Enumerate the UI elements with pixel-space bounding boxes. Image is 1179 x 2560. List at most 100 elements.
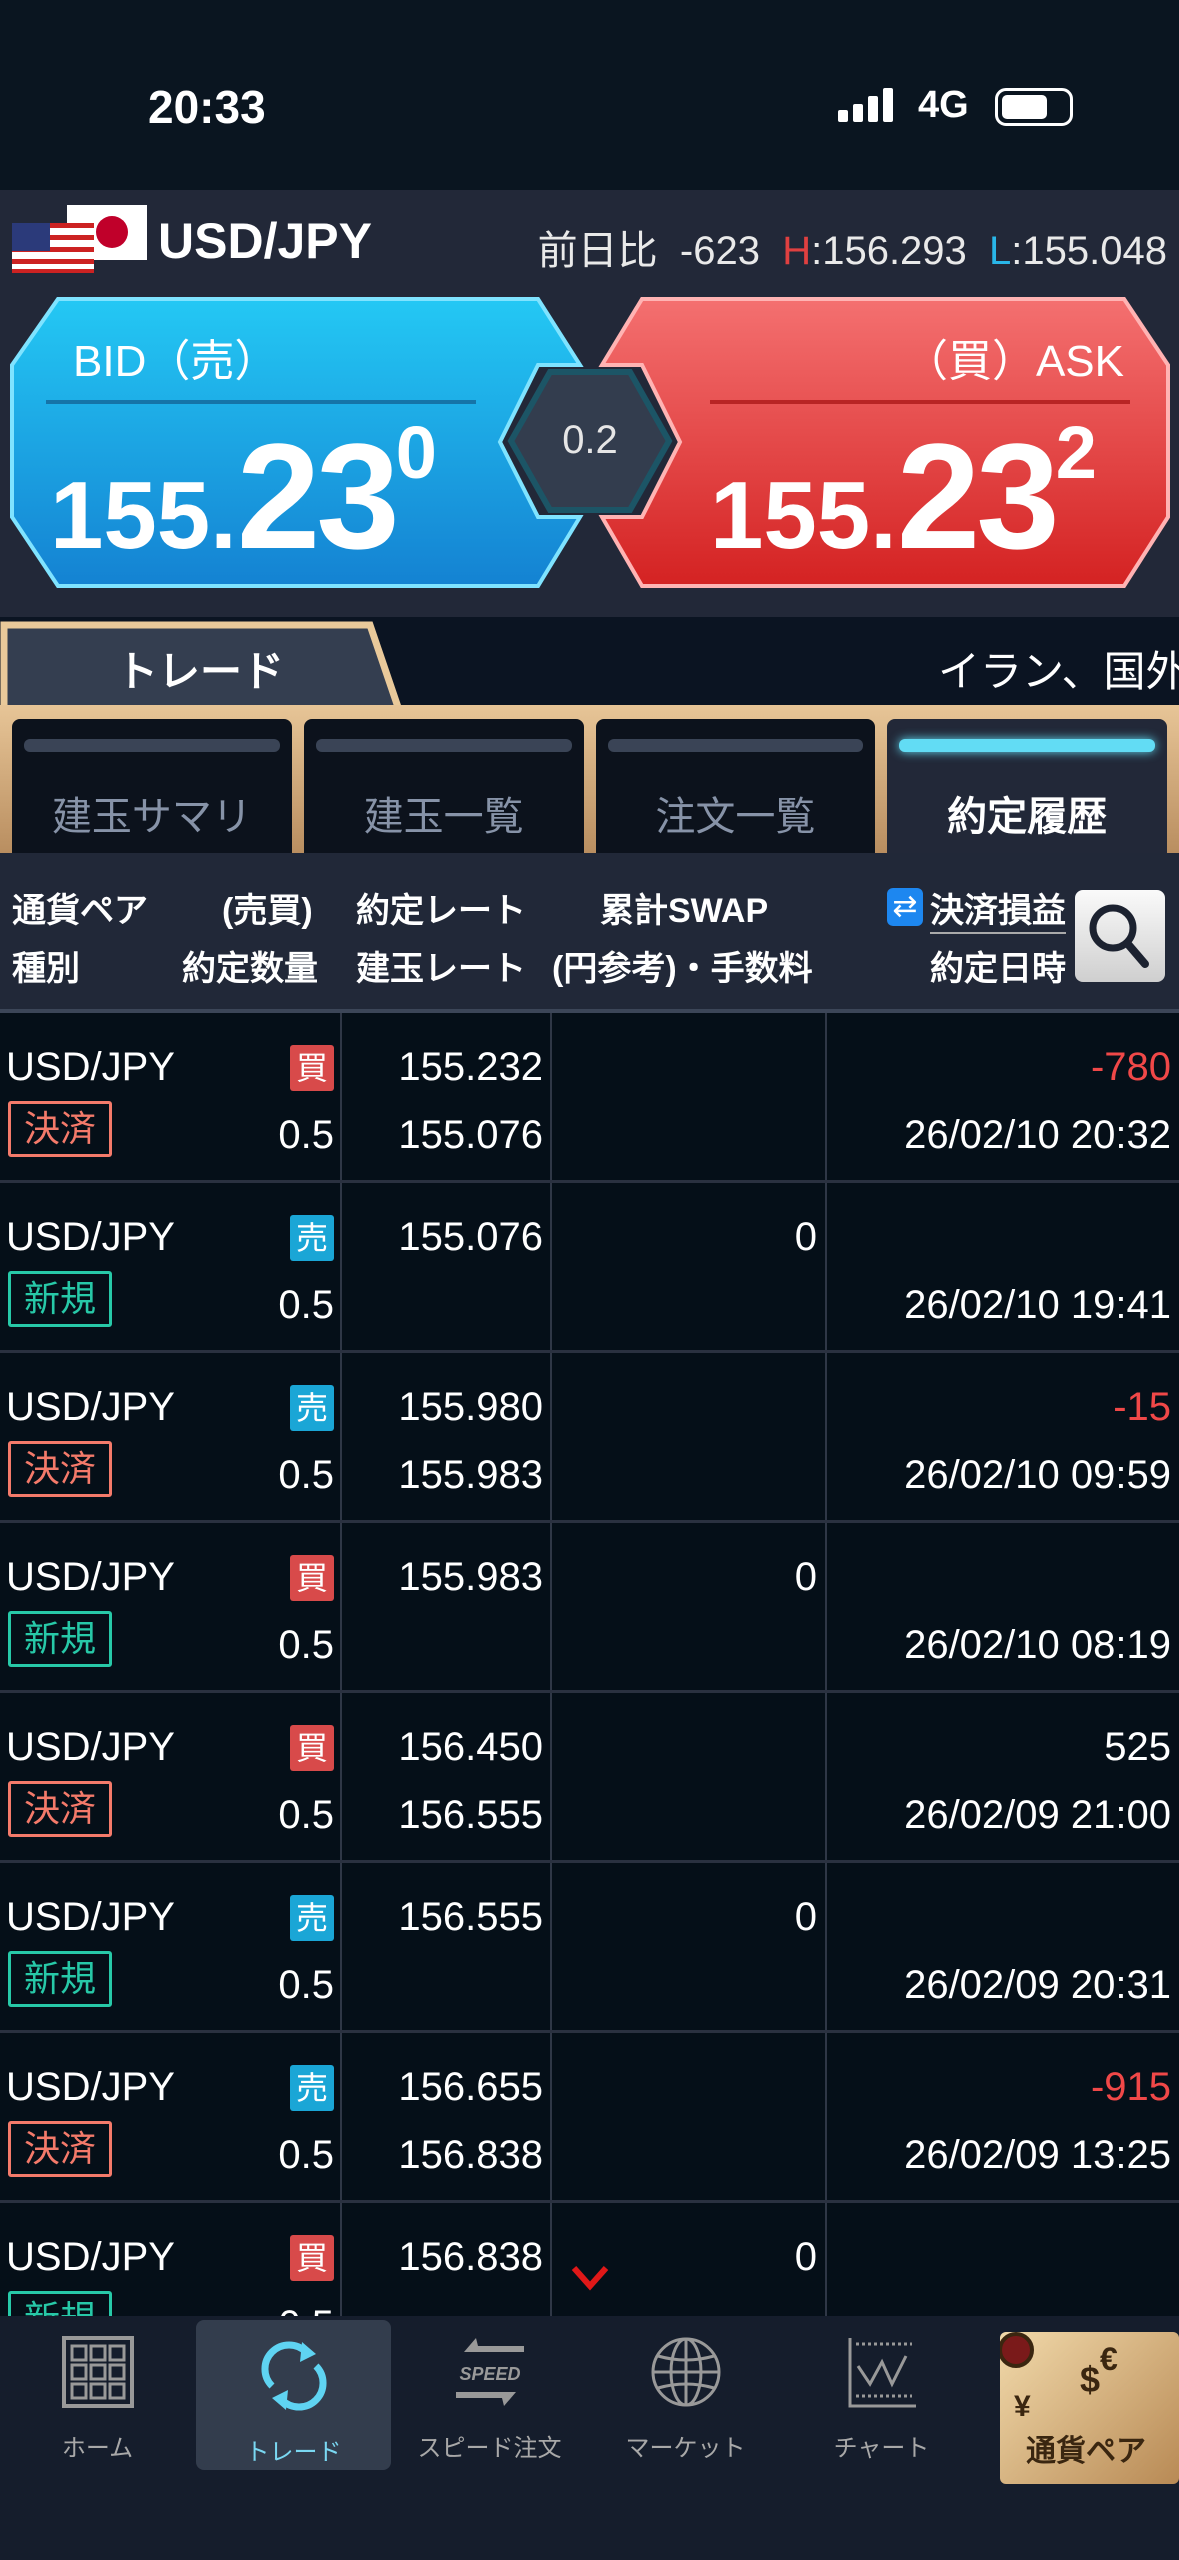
table-row[interactable]: USD/JPY 買決済 0.5 156.450 156.555 525 26/02/09 2…	[0, 1693, 1179, 1863]
pl-cell: -915	[1090, 2065, 1171, 2109]
subtab-label: 建玉一覧	[363, 795, 524, 839]
col-exec-rate: 約定レート	[356, 892, 526, 930]
date-cell: 26/02/10 08:19	[904, 1623, 1171, 1667]
speed-icon: SPEED	[456, 2338, 524, 2406]
currency-pair-button[interactable]: $ € ¥ 通貨ペア	[1000, 2332, 1179, 2484]
nav-home[interactable]: ホーム	[0, 2316, 195, 2466]
nav-chart[interactable]: チャート	[784, 2316, 979, 2466]
search-icon	[1089, 904, 1149, 968]
subtab-position-summary[interactable]: 建玉サマリ	[12, 719, 292, 853]
table-row[interactable]: USD/JPY 売決済 0.5 155.980 155.983 -15 26/02/10 0…	[0, 1353, 1179, 1523]
qty-cell: 0.5	[278, 1113, 334, 1157]
col-pair: 通貨ペア	[12, 892, 148, 930]
qty-cell: 0.5	[278, 1623, 334, 1667]
qty-cell: 0.5	[278, 1963, 334, 2007]
position-rate-cell: 156.838	[398, 2133, 543, 2177]
position-rate-cell: 155.983	[398, 1453, 543, 1497]
exec-rate-cell: 155.076	[398, 1215, 543, 1259]
qty-cell: 0.5	[278, 1453, 334, 1497]
swap-cell: 0	[794, 1555, 817, 1599]
date-cell: 26/02/10 09:59	[904, 1453, 1171, 1497]
position-rate-cell: 156.555	[398, 1793, 543, 1837]
subtab-position-list[interactable]: 建玉一覧	[303, 719, 584, 853]
qty-cell: 0.5	[278, 1283, 334, 1327]
divider	[46, 400, 476, 404]
bid-price-main: 155.	[50, 462, 237, 569]
signal-icon	[838, 88, 893, 122]
col-pl-toggle[interactable]: 決済損益	[930, 883, 1066, 934]
swap-cell: 0	[794, 2235, 817, 2279]
chart-icon	[848, 2338, 916, 2408]
table-row[interactable]: USD/JPY 売決済 0.5 156.655 156.838 -915 26/02/09 …	[0, 2033, 1179, 2203]
side-badge: 買	[290, 2235, 334, 2281]
bid-button[interactable]: BID（売） 155.23 0	[8, 295, 588, 590]
pair-cell: USD/JPY	[6, 2235, 175, 2279]
ask-label: （買）ASK	[903, 337, 1124, 386]
nav-speed-order[interactable]: SPEED スピード注文	[392, 2316, 587, 2466]
execution-list[interactable]: USD/JPY 買決済 0.5 155.232 155.076 -780 26/02/10 …	[0, 1013, 1179, 2373]
swap-cell: 0	[794, 1215, 817, 1259]
pair-cell: USD/JPY	[6, 1555, 175, 1599]
kind-badge: 決済	[8, 1101, 112, 1157]
swap-toggle-icon[interactable]: ⇄	[887, 888, 923, 926]
tab-trade[interactable]: トレード	[115, 648, 284, 695]
bid-price-big: 23	[236, 412, 400, 580]
news-ticker[interactable]: イラン、国外	[938, 648, 1179, 695]
svg-text:$: $	[1080, 2359, 1100, 2400]
subtab-execution-history[interactable]: 約定履歴	[887, 719, 1167, 853]
pair-cell: USD/JPY	[6, 1385, 175, 1429]
svg-text:€: €	[1100, 2341, 1118, 2377]
pl-cell: 525	[1104, 1725, 1171, 1769]
date-cell: 26/02/09 20:31	[904, 1963, 1171, 2007]
globe-icon	[651, 2337, 721, 2407]
exec-rate-cell: 155.983	[398, 1555, 543, 1599]
ask-button[interactable]: （買）ASK 155.23 2	[594, 295, 1174, 590]
status-bar	[0, 0, 1179, 190]
col-kind: 種別	[12, 950, 80, 988]
search-button[interactable]	[1075, 890, 1165, 982]
subtab-label: 約定履歴	[947, 795, 1108, 839]
bid-label: BID（売）	[73, 337, 279, 386]
pair-cell: USD/JPY	[6, 1725, 175, 1769]
side-badge: 買	[290, 1555, 334, 1601]
side-badge: 売	[290, 2065, 334, 2111]
scroll-down-chevron-icon[interactable]	[570, 2262, 610, 2292]
kind-badge: 決済	[8, 1781, 112, 1837]
network-type: 4G	[918, 84, 969, 126]
nav-label: スピード注文	[417, 2435, 562, 2462]
pl-cell: -15	[1113, 1385, 1171, 1429]
usd-jpy-flag-icon	[12, 205, 147, 273]
column-divider	[825, 1013, 827, 2413]
column-divider	[340, 1013, 342, 2413]
kind-badge: 新規	[8, 1611, 112, 1667]
side-badge: 買	[290, 1045, 334, 1091]
column-divider	[550, 1013, 552, 2413]
col-date: 約定日時	[930, 950, 1066, 988]
table-row[interactable]: USD/JPY 買新規 0.5 155.983 0 26/02/10 08:19	[0, 1523, 1179, 1693]
qty-cell: 0.5	[278, 2133, 334, 2177]
table-row[interactable]: USD/JPY 売新規 0.5 156.555 0 26/02/09 20:31	[0, 1863, 1179, 2033]
qty-cell: 0.5	[278, 1793, 334, 1837]
bid-price-pip: 0	[395, 411, 437, 494]
position-rate-cell: 155.076	[398, 1113, 543, 1157]
swap-cell: 0	[794, 1895, 817, 1939]
kind-badge: 新規	[8, 1271, 112, 1327]
subtab-order-list[interactable]: 注文一覧	[595, 719, 876, 853]
bid-price: 155.23 0	[50, 410, 437, 583]
kind-badge: 新規	[8, 1951, 112, 2007]
nav-trade[interactable]: トレード	[196, 2320, 391, 2470]
spread-value: 0.2	[562, 418, 618, 462]
subtab-label: 建玉サマリ	[51, 795, 252, 839]
nav-label: マーケット	[625, 2435, 746, 2462]
nav-market[interactable]: マーケット	[588, 2316, 783, 2466]
nav-label: トレード	[245, 2439, 342, 2466]
kind-badge: 決済	[8, 1441, 112, 1497]
exec-rate-cell: 156.838	[398, 2235, 543, 2279]
divider	[710, 400, 1130, 404]
table-row[interactable]: USD/JPY 売新規 0.5 155.076 0 26/02/10 19:41	[0, 1183, 1179, 1353]
ask-price-main: 155.	[710, 462, 897, 569]
exec-rate-cell: 156.655	[398, 2065, 543, 2109]
table-row[interactable]: USD/JPY 買決済 0.5 155.232 155.076 -780 26/02/10 …	[0, 1013, 1179, 1183]
pair-title[interactable]: USD/JPY	[158, 213, 372, 269]
pair-cell: USD/JPY	[6, 1895, 175, 1939]
